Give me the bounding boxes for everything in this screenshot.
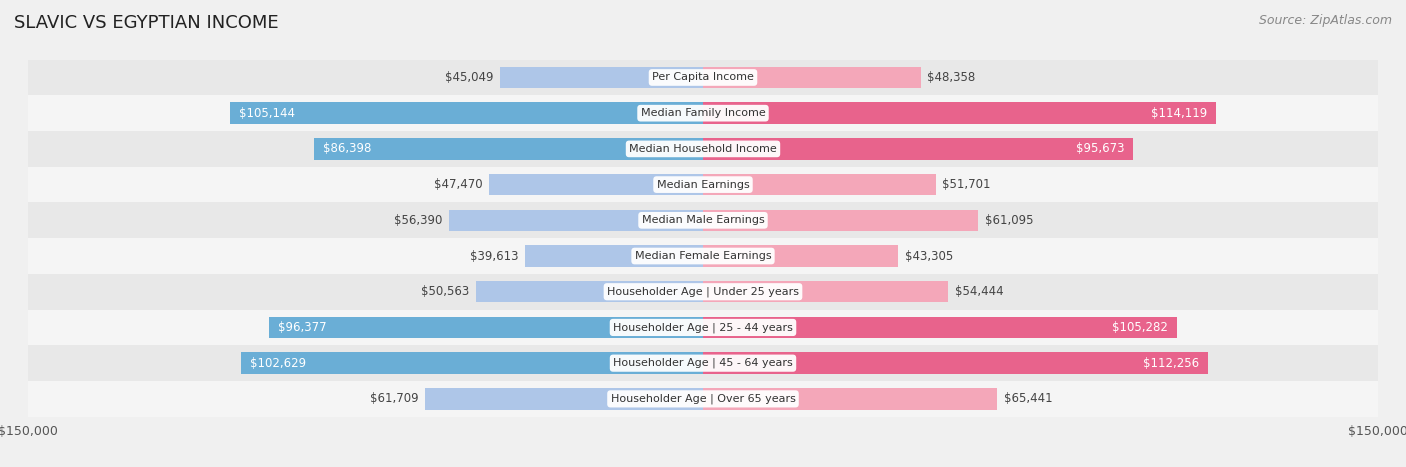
Bar xyxy=(28,95,1378,131)
Text: Per Capita Income: Per Capita Income xyxy=(652,72,754,83)
Bar xyxy=(703,174,935,195)
Bar xyxy=(703,138,1133,160)
Text: Median Earnings: Median Earnings xyxy=(657,180,749,190)
Bar xyxy=(703,102,1216,124)
Bar xyxy=(28,381,1378,417)
Bar xyxy=(703,388,997,410)
Text: $96,377: $96,377 xyxy=(278,321,328,334)
Bar xyxy=(28,131,1378,167)
Text: SLAVIC VS EGYPTIAN INCOME: SLAVIC VS EGYPTIAN INCOME xyxy=(14,14,278,32)
Bar xyxy=(28,345,1378,381)
Bar xyxy=(270,317,703,338)
Text: Median Family Income: Median Family Income xyxy=(641,108,765,118)
Text: $51,701: $51,701 xyxy=(942,178,991,191)
Text: Source: ZipAtlas.com: Source: ZipAtlas.com xyxy=(1258,14,1392,27)
Text: $48,358: $48,358 xyxy=(928,71,976,84)
Text: Householder Age | Over 65 years: Householder Age | Over 65 years xyxy=(610,394,796,404)
Text: $56,390: $56,390 xyxy=(394,214,443,227)
Bar xyxy=(28,167,1378,203)
Text: Median Male Earnings: Median Male Earnings xyxy=(641,215,765,225)
Text: $47,470: $47,470 xyxy=(434,178,482,191)
Text: $54,444: $54,444 xyxy=(955,285,1004,298)
Bar xyxy=(28,238,1378,274)
Bar xyxy=(703,281,948,303)
Text: $105,144: $105,144 xyxy=(239,106,295,120)
Bar xyxy=(242,353,703,374)
Text: $45,049: $45,049 xyxy=(446,71,494,84)
Bar xyxy=(489,174,703,195)
Text: $65,441: $65,441 xyxy=(1004,392,1053,405)
Text: $102,629: $102,629 xyxy=(250,357,307,370)
Bar xyxy=(28,274,1378,310)
Text: $61,095: $61,095 xyxy=(984,214,1033,227)
Text: Householder Age | Under 25 years: Householder Age | Under 25 years xyxy=(607,286,799,297)
Text: $95,673: $95,673 xyxy=(1076,142,1125,156)
Text: Median Household Income: Median Household Income xyxy=(628,144,778,154)
Bar xyxy=(475,281,703,303)
Bar xyxy=(28,60,1378,95)
Text: $112,256: $112,256 xyxy=(1143,357,1199,370)
Text: $86,398: $86,398 xyxy=(323,142,371,156)
Bar xyxy=(703,317,1177,338)
Text: $50,563: $50,563 xyxy=(420,285,468,298)
Bar xyxy=(524,245,703,267)
Bar xyxy=(703,210,979,231)
Bar xyxy=(231,102,703,124)
Text: $39,613: $39,613 xyxy=(470,249,517,262)
Text: Median Female Earnings: Median Female Earnings xyxy=(634,251,772,261)
Bar xyxy=(703,67,921,88)
Bar xyxy=(28,310,1378,345)
Bar xyxy=(315,138,703,160)
Bar xyxy=(703,353,1208,374)
Text: $43,305: $43,305 xyxy=(904,249,953,262)
Bar xyxy=(501,67,703,88)
Text: Householder Age | 45 - 64 years: Householder Age | 45 - 64 years xyxy=(613,358,793,368)
Text: $105,282: $105,282 xyxy=(1112,321,1168,334)
Text: $114,119: $114,119 xyxy=(1152,106,1208,120)
Bar xyxy=(426,388,703,410)
Text: Householder Age | 25 - 44 years: Householder Age | 25 - 44 years xyxy=(613,322,793,333)
Bar xyxy=(450,210,703,231)
Text: $61,709: $61,709 xyxy=(370,392,419,405)
Bar xyxy=(703,245,898,267)
Bar xyxy=(28,203,1378,238)
